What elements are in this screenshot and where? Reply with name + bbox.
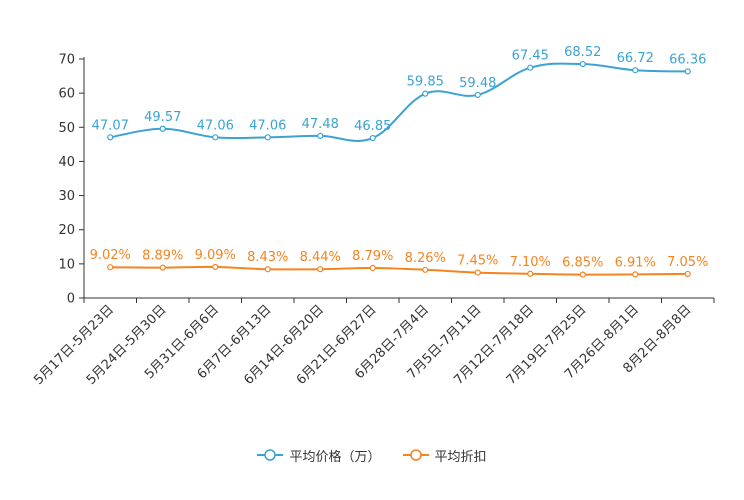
y-tick-label: 0 bbox=[67, 292, 75, 307]
legend-item-discount[interactable]: 平均折扣 bbox=[402, 446, 487, 465]
y-tick-label: 10 bbox=[58, 257, 75, 272]
data-label-discount: 8.44% bbox=[300, 250, 341, 265]
axes: 0102030405060705月17日-5月23日5月24日-5月30日5月3… bbox=[31, 53, 715, 388]
data-point-discount bbox=[317, 266, 324, 273]
data-label-price: 47.06 bbox=[249, 118, 286, 133]
data-point-discount bbox=[264, 266, 271, 273]
y-tick-label: 40 bbox=[58, 155, 75, 170]
data-label-price: 49.57 bbox=[144, 110, 181, 125]
data-label-discount: 8.89% bbox=[142, 249, 183, 264]
data-point-price bbox=[579, 60, 586, 68]
data-point-price bbox=[527, 64, 534, 71]
data-point-discount bbox=[684, 270, 691, 278]
data-point-price bbox=[422, 90, 429, 97]
legend-label-price: 平均价格（万） bbox=[289, 449, 381, 465]
data-point-discount bbox=[474, 269, 481, 276]
data-label-price: 66.36 bbox=[669, 52, 706, 67]
data-point-discount bbox=[422, 266, 429, 273]
legend-line-circle-icon bbox=[402, 449, 429, 461]
data-label-price: 59.48 bbox=[459, 76, 496, 91]
legend-label-discount: 平均折扣 bbox=[434, 449, 487, 465]
series bbox=[107, 60, 691, 278]
legend-item-price[interactable]: 平均价格（万） bbox=[257, 446, 381, 465]
data-point-price bbox=[369, 134, 376, 142]
data-label-discount: 7.10% bbox=[510, 255, 551, 270]
data-label-discount: 7.45% bbox=[457, 254, 498, 269]
data-point-price bbox=[212, 134, 219, 141]
series-line-price bbox=[110, 62, 688, 142]
data-label-discount: 9.02% bbox=[90, 248, 131, 263]
data-point-price bbox=[317, 132, 324, 139]
data-label-discount: 8.26% bbox=[405, 251, 446, 266]
data-point-price bbox=[684, 68, 691, 75]
data-point-discount bbox=[159, 264, 166, 271]
data-point-discount bbox=[107, 264, 114, 271]
data-point-discount bbox=[579, 271, 586, 278]
data-point-price bbox=[264, 134, 271, 141]
data-point-price bbox=[474, 91, 481, 99]
legend: 平均价格（万） 平均折扣 bbox=[0, 444, 744, 466]
y-tick-label: 70 bbox=[58, 53, 75, 68]
data-label-discount: 7.05% bbox=[667, 255, 708, 270]
data-label-discount: 6.91% bbox=[615, 255, 656, 270]
data-point-discount bbox=[527, 270, 534, 277]
data-point-discount bbox=[212, 263, 219, 271]
y-tick-label: 30 bbox=[58, 189, 75, 204]
data-point-price bbox=[107, 134, 114, 141]
legend-line-circle-icon bbox=[257, 449, 284, 461]
data-label-price: 47.06 bbox=[197, 118, 234, 133]
data-label-price: 46.85 bbox=[354, 119, 391, 134]
y-tick-label: 60 bbox=[58, 87, 75, 102]
data-label-discount: 8.79% bbox=[352, 249, 393, 264]
data-label-price: 59.85 bbox=[407, 75, 444, 90]
data-point-price bbox=[632, 67, 639, 74]
series-line-discount bbox=[110, 265, 688, 276]
data-label-price: 68.52 bbox=[564, 45, 601, 60]
data-label-price: 67.45 bbox=[512, 49, 549, 64]
data-label-price: 66.72 bbox=[617, 51, 654, 66]
data-label-price: 47.07 bbox=[92, 118, 129, 133]
y-tick-label: 50 bbox=[58, 121, 75, 136]
data-label-discount: 6.85% bbox=[562, 256, 603, 271]
data-labels: 47.07 49.57 47.06 47.06 47.48 46.85 59.85 59.48… bbox=[90, 45, 709, 271]
data-point-discount bbox=[632, 271, 639, 278]
y-tick-label: 20 bbox=[58, 223, 75, 238]
data-label-discount: 9.09% bbox=[195, 248, 236, 263]
data-label-price: 47.48 bbox=[302, 117, 339, 132]
data-label-discount: 8.43% bbox=[247, 250, 288, 265]
data-point-price bbox=[159, 125, 166, 132]
data-point-discount bbox=[369, 264, 376, 272]
